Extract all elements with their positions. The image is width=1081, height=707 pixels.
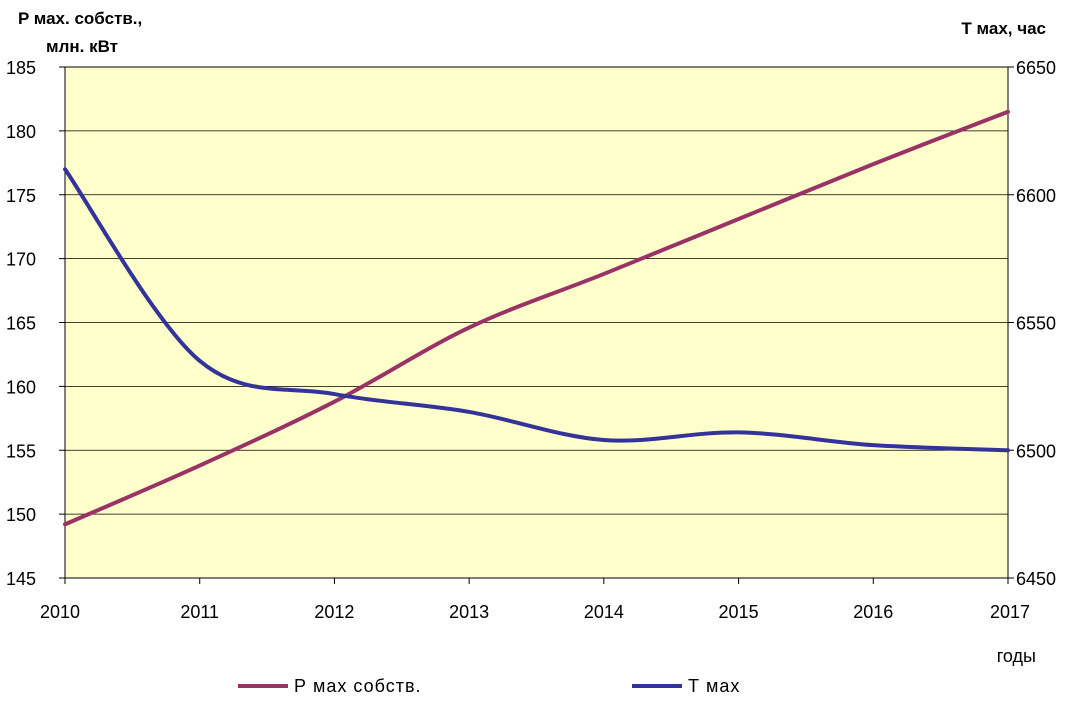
y-right-tick-label: 6550 [1016,314,1056,334]
y-left-tick-label: 145 [6,569,36,589]
y-right-tick-label: 6600 [1016,186,1056,206]
y-left-title-line1: P мах. собств., [18,9,142,28]
y-axis-left: 145 150 155 160 165 170 175 180 185 [6,58,65,589]
y-left-tick-label: 165 [6,314,36,334]
y-left-title-line2: млн. кВт [46,37,118,56]
y-right-tick-label: 6450 [1016,569,1056,589]
y-left-tick-label: 160 [6,377,36,397]
legend: Р мах собств. Т мах [238,676,740,696]
y-right-tick-label: 6500 [1016,441,1056,461]
y-left-tick-label: 150 [6,505,36,525]
y-left-tick-label: 180 [6,122,36,142]
y-right-title: T мах, час [961,19,1046,38]
x-tick-label: 2015 [719,602,759,622]
legend-label-t-max: Т мах [688,676,740,696]
x-tick-label: 2011 [180,602,219,622]
y-axis-right: 6450 6500 6550 6600 6650 [1008,58,1056,589]
y-left-tick-label: 185 [6,58,36,78]
y-right-tick-label: 6650 [1016,58,1056,78]
x-tick-label: 2016 [853,602,893,622]
y-left-tick-label: 170 [6,250,36,270]
x-tick-label: 2012 [314,602,354,622]
series-line-p-max [63,109,1010,527]
x-tick-label: 2010 [40,602,80,622]
series-line-t-max [63,167,1010,453]
x-tick-label: 2017 [990,602,1030,622]
x-axis-title: годы [997,646,1036,666]
gridlines [65,130,1008,515]
x-axis: 2010 2011 2012 2013 2014 2015 2016 2017 [40,578,1030,622]
legend-label-p-max: Р мах собств. [294,676,422,696]
series-lines [63,109,1010,527]
y-left-tick-label: 175 [6,186,36,206]
y-left-tick-label: 155 [6,441,36,461]
x-tick-label: 2014 [584,602,624,622]
x-tick-label: 2013 [449,602,489,622]
